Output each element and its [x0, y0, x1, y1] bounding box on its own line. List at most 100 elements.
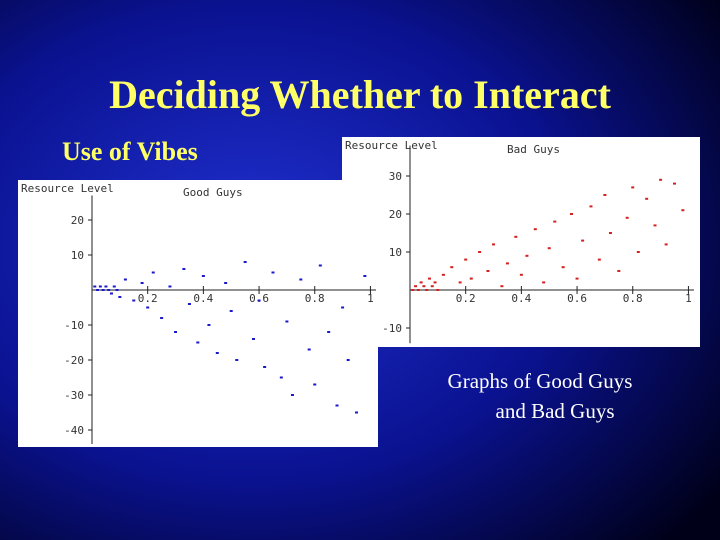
point	[645, 197, 649, 200]
point	[109, 292, 113, 295]
point	[118, 296, 122, 298]
point	[96, 289, 100, 291]
y-tick-label: 10	[71, 249, 84, 262]
point	[224, 282, 228, 284]
point	[318, 264, 322, 267]
y-tick-label: -20	[64, 354, 84, 367]
point	[411, 289, 415, 291]
point	[98, 285, 102, 288]
point	[341, 306, 345, 309]
point	[547, 247, 551, 250]
point	[93, 285, 97, 288]
y-axis-label: Resource Level	[21, 182, 114, 195]
point	[235, 359, 239, 361]
point	[436, 289, 440, 291]
point	[500, 285, 504, 288]
point	[653, 224, 657, 227]
point	[160, 317, 164, 319]
point	[617, 270, 621, 272]
point	[631, 186, 635, 189]
point	[430, 285, 434, 288]
x-tick-label: 0.2	[456, 292, 476, 305]
point	[533, 228, 537, 231]
point	[441, 273, 445, 276]
y-tick-label: -30	[64, 389, 84, 402]
point	[553, 220, 557, 223]
chart-title: Bad Guys	[507, 143, 560, 156]
point	[542, 281, 546, 284]
point	[603, 194, 607, 196]
point	[664, 243, 668, 246]
point	[673, 182, 677, 185]
y-tick-label: 20	[389, 208, 402, 221]
point	[625, 216, 629, 219]
point	[589, 205, 593, 208]
x-tick-label: 0.2	[138, 292, 158, 305]
x-tick-label: 0.4	[511, 292, 531, 305]
caption: Graphs of Good Guys and Bad Guys	[448, 369, 633, 423]
point	[215, 352, 219, 354]
x-tick-label: 0.8	[623, 292, 643, 305]
point	[335, 404, 339, 407]
point	[355, 411, 359, 414]
point	[433, 281, 437, 284]
point	[207, 324, 211, 326]
x-tick-label: 0.8	[305, 292, 325, 305]
point	[123, 278, 127, 281]
point	[681, 209, 685, 212]
point	[112, 285, 116, 288]
point	[419, 281, 423, 284]
y-tick-label: 30	[389, 170, 402, 183]
point	[101, 289, 105, 291]
point	[263, 366, 267, 368]
y-tick-label: -40	[64, 424, 84, 437]
chart: Resource Level Good Guys 20 10 -10 -20 -30 -40 0…	[18, 180, 378, 447]
point	[285, 320, 289, 323]
point	[458, 281, 462, 284]
point	[422, 285, 426, 288]
chart-panel	[18, 180, 378, 447]
point	[257, 299, 261, 302]
point	[201, 275, 205, 277]
point	[597, 258, 601, 261]
point	[104, 285, 108, 288]
point	[363, 275, 367, 277]
point	[115, 289, 119, 291]
point	[327, 331, 331, 333]
point	[478, 251, 482, 253]
point	[187, 303, 191, 305]
point	[140, 282, 144, 284]
point	[569, 213, 573, 215]
point	[107, 289, 111, 291]
point	[492, 243, 496, 246]
point	[174, 331, 178, 333]
point	[425, 289, 429, 291]
x-tick-label: 0.6	[567, 292, 587, 305]
slide-title: Deciding Whether to Interact	[109, 72, 611, 117]
x-tick-label: 0.4	[193, 292, 213, 305]
y-tick-label: 10	[389, 246, 402, 259]
point	[243, 261, 247, 263]
point	[182, 268, 186, 270]
point	[514, 235, 518, 238]
point	[659, 178, 663, 181]
point	[146, 306, 150, 309]
point	[561, 266, 565, 269]
chart-panel	[342, 137, 700, 347]
point	[608, 232, 612, 234]
point	[525, 254, 529, 257]
point	[313, 383, 317, 386]
point	[636, 251, 640, 253]
point	[414, 285, 418, 288]
point	[307, 348, 311, 351]
x-tick-label: 1	[367, 292, 374, 305]
point	[290, 394, 294, 396]
point	[416, 289, 420, 291]
point	[427, 277, 431, 280]
y-axis-label: Resource Level	[345, 139, 438, 152]
chart-title: Good Guys	[183, 186, 243, 199]
point	[168, 285, 172, 288]
point	[575, 277, 579, 280]
y-tick-label: -10	[64, 319, 84, 332]
